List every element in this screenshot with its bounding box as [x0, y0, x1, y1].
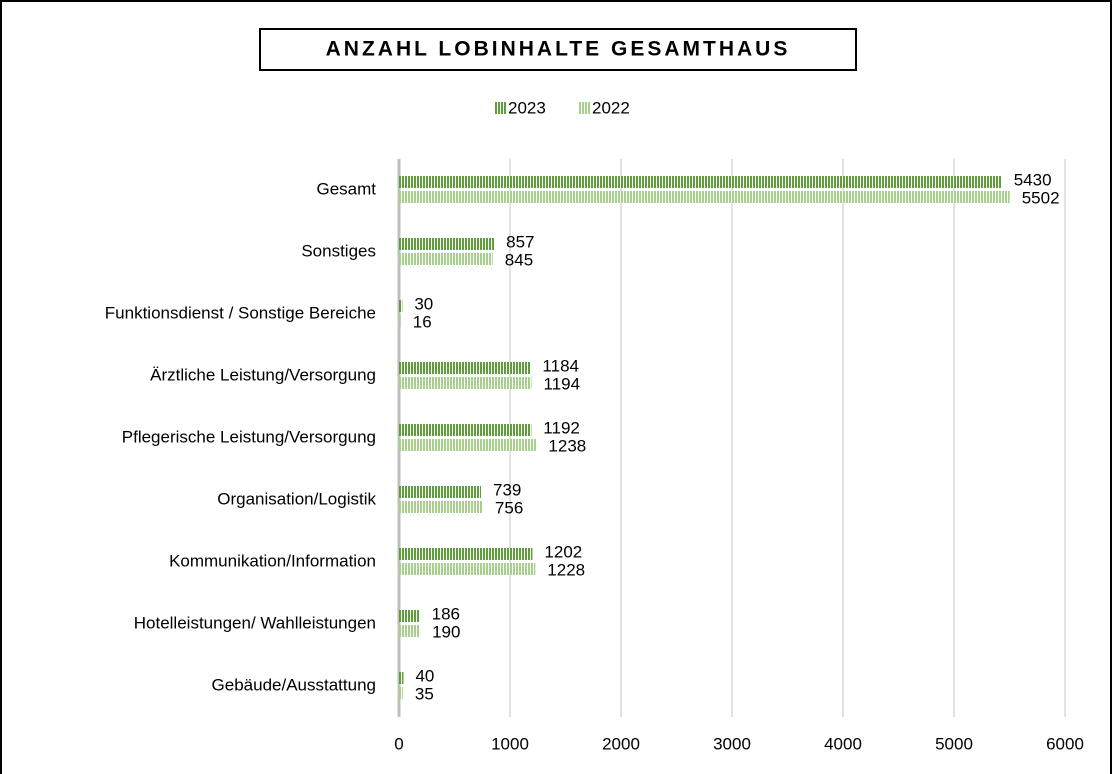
bar: [399, 687, 403, 699]
data-label: 1192: [543, 418, 580, 437]
data-label: 190: [432, 622, 460, 641]
y-tick-label: Kommunikation/Information: [169, 551, 376, 570]
x-tick-label: 2000: [602, 734, 640, 753]
x-tick-label: 5000: [935, 734, 973, 753]
bar: [399, 176, 1002, 188]
y-tick-label: Ärztliche Leistung/Versorgung: [150, 365, 376, 384]
y-tick-label: Hotelleistungen/ Wahlleistungen: [134, 613, 376, 632]
bar: [399, 625, 421, 637]
legend-label: 2022: [592, 98, 630, 117]
data-label: 1228: [547, 560, 585, 579]
bar: [399, 253, 493, 265]
x-tick-label: 6000: [1046, 734, 1084, 753]
y-tick-label: Gebäude/Ausstattung: [212, 675, 376, 694]
x-tick-label: 0: [394, 734, 403, 753]
bar: [399, 486, 482, 498]
data-label: 186: [432, 604, 460, 623]
data-label: 40: [415, 666, 434, 685]
data-label: 1184: [542, 356, 579, 375]
bar: [399, 362, 531, 374]
data-label: 1194: [544, 374, 581, 393]
x-tick-label: 4000: [824, 734, 862, 753]
legend-swatch: [494, 102, 506, 114]
x-tick-label: 3000: [713, 734, 751, 753]
bar: [399, 191, 1010, 203]
y-tick-label: Organisation/Logistik: [217, 489, 376, 508]
data-label: 30: [414, 294, 433, 313]
data-label: 16: [413, 312, 432, 331]
bar: [399, 300, 403, 312]
data-label: 756: [495, 498, 523, 517]
data-label: 845: [505, 250, 533, 269]
data-label: 35: [415, 684, 434, 703]
bar: [399, 238, 495, 250]
legend-swatch: [578, 102, 590, 114]
bar: [399, 610, 420, 622]
data-label: 739: [493, 480, 521, 499]
bar: [399, 424, 532, 436]
bar: [399, 548, 533, 560]
title-box: [259, 28, 857, 71]
chart-title: ANZAHL LOBINHALTE GESAMTHAUS: [326, 38, 791, 61]
bar: [399, 315, 401, 327]
data-label: 1202: [544, 542, 582, 561]
y-tick-label: Sonstiges: [301, 241, 376, 260]
data-label: 857: [506, 232, 534, 251]
bar: [399, 377, 532, 389]
legend-label: 2023: [508, 98, 546, 117]
data-label: 5502: [1022, 188, 1060, 207]
y-tick-label: Funktionsdienst / Sonstige Bereiche: [105, 303, 376, 322]
bar: [399, 439, 537, 451]
x-tick-label: 1000: [491, 734, 529, 753]
y-tick-label: Pflegerische Leistung/Versorgung: [122, 427, 376, 446]
bar: [399, 501, 483, 513]
data-label: 1238: [548, 436, 586, 455]
data-label: 5430: [1014, 170, 1052, 189]
y-tick-label: Gesamt: [316, 179, 376, 198]
bar: [399, 672, 404, 684]
bar: [399, 563, 536, 575]
